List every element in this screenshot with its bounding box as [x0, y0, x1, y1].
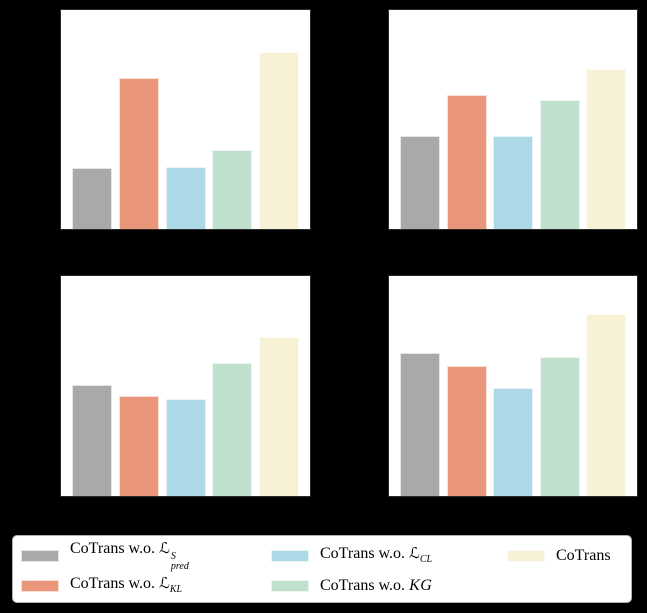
- legend-label: CoTrans: [556, 547, 611, 564]
- bar: [259, 52, 299, 229]
- legend-item: CoTrans w.o. ℒCL: [271, 544, 432, 568]
- legend-swatch: [271, 550, 309, 562]
- math-subscript: KL: [169, 584, 183, 596]
- bar-chart-panel-top-left: [60, 9, 311, 230]
- math-symbol: ℒ: [159, 539, 170, 557]
- legend-swatch: [507, 550, 545, 562]
- bar: [586, 69, 626, 229]
- bar-chart-panel-bottom-right: [388, 275, 638, 497]
- bar: [400, 352, 440, 496]
- legend-swatch: [21, 550, 59, 562]
- math-subscript: CL: [419, 554, 433, 566]
- bar: [165, 398, 206, 496]
- math-symbol: ℒ: [159, 574, 170, 593]
- bar: [212, 363, 253, 496]
- legend-swatch: [271, 580, 309, 592]
- legend-column-2: CoTrans w.o. ℒCL CoTrans w.o. KG: [271, 544, 432, 598]
- bar: [446, 366, 487, 496]
- legend-label: CoTrans w.o. KG: [320, 577, 433, 594]
- bar: [165, 166, 206, 229]
- bar: [493, 387, 533, 496]
- bar: [118, 77, 159, 229]
- bar: [259, 337, 299, 496]
- bar: [539, 100, 580, 229]
- bar: [446, 94, 487, 229]
- legend-item: CoTrans w.o. ℒKL: [21, 574, 189, 598]
- bar: [493, 136, 533, 229]
- bar: [212, 149, 253, 229]
- math-symbol: KG: [409, 577, 433, 594]
- legend-item: CoTrans w.o. KG: [271, 574, 432, 598]
- legend-swatch: [21, 580, 59, 592]
- math-symbol: ℒ: [409, 544, 420, 563]
- bar: [539, 357, 580, 496]
- bar-chart-panel-top-right: [388, 9, 638, 230]
- bar: [118, 395, 159, 496]
- legend-label: CoTrans w.o. ℒCL: [320, 544, 433, 566]
- bar: [400, 135, 440, 229]
- bar: [72, 385, 112, 496]
- legend-item: CoTrans: [507, 544, 611, 568]
- bar: [586, 314, 626, 496]
- bar: [72, 168, 112, 229]
- bar-chart-panel-bottom-left: [60, 275, 311, 497]
- legend-label: CoTrans w.o. ℒKL: [70, 574, 183, 596]
- legend-column-3: CoTrans: [507, 544, 611, 568]
